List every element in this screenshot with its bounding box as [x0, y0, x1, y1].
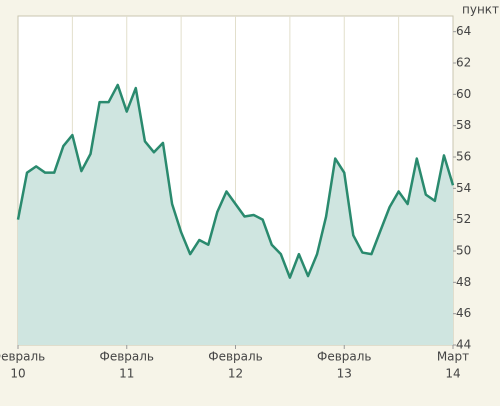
- y-tick-label: 46: [456, 306, 471, 320]
- line: [16, 83, 455, 279]
- y-tick-label: 58: [456, 118, 471, 132]
- x-tick-day: 10: [10, 367, 25, 381]
- y-tick-label: 44: [456, 338, 471, 352]
- x-tick-label: Февраль: [100, 350, 155, 364]
- y-tick-label: 52: [456, 212, 471, 226]
- y-tick-label: 50: [456, 244, 471, 258]
- y-tick-label: 60: [456, 87, 471, 101]
- y-axis-label: пункты: [462, 3, 500, 17]
- x-tick-label: Февраль: [0, 350, 45, 364]
- x-tick-day: 13: [337, 367, 352, 381]
- y-tick-label: 62: [456, 56, 471, 70]
- x-tick-label: Февраль: [317, 350, 372, 364]
- x-tick-day: 14: [445, 367, 460, 381]
- x-tick-label: Март: [437, 350, 469, 364]
- area-fill: [18, 84, 453, 345]
- x-tick-day: 11: [119, 367, 134, 381]
- y-tick-label: 48: [456, 275, 471, 289]
- x-tick-label: Февраль: [208, 350, 263, 364]
- x-tick-day: 12: [228, 367, 243, 381]
- y-tick-label: 56: [456, 150, 471, 164]
- y-tick-label: 54: [456, 181, 471, 195]
- y-tick-label: 64: [456, 24, 471, 38]
